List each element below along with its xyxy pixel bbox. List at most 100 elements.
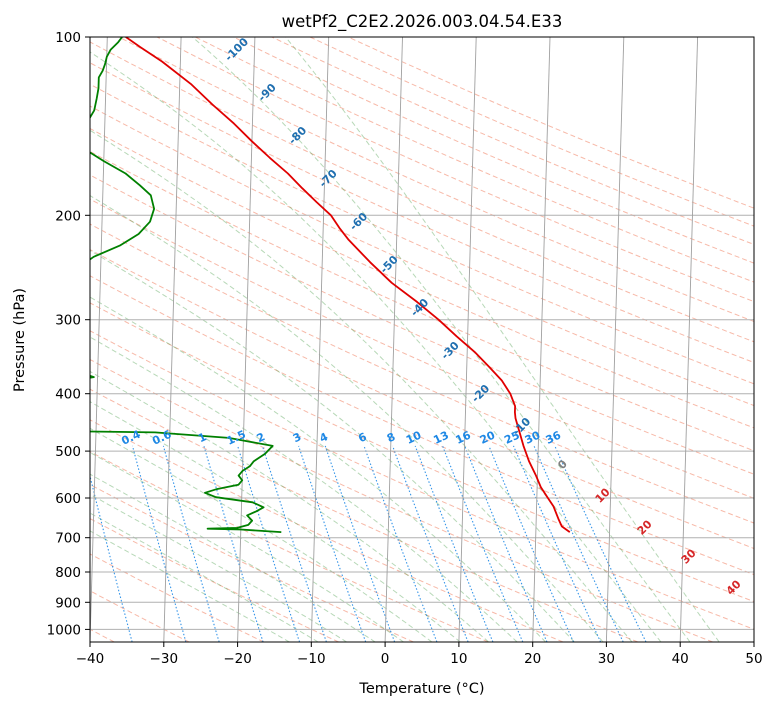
mixing-ratio-line	[261, 445, 327, 642]
moist-adiabat-line	[90, 51, 662, 642]
y-tick-label: 1000	[47, 622, 81, 638]
isotherm-line	[310, 37, 330, 642]
mixing-ratio-line	[392, 445, 469, 642]
mixing-ratio-line	[488, 445, 575, 642]
y-tick-label: 800	[55, 565, 81, 581]
chart-title: wetPf2_C2E2.2026.003.04.54.E33	[282, 12, 563, 32]
y-axis-label: Pressure (hPa)	[12, 288, 28, 392]
x-tick-label: 20	[524, 651, 541, 667]
dry-adiabat-line	[271, 37, 754, 245]
dry-adiabat-line	[90, 358, 713, 642]
mixing-ratio-line	[203, 445, 264, 642]
mixing-ratio-label: 4	[318, 430, 331, 445]
dry-adiabat-line	[156, 37, 754, 303]
isotherms	[90, 37, 754, 642]
mixing-ratio-label: 6	[356, 430, 369, 445]
dry-adiabat-line	[90, 83, 754, 385]
x-axis-ticks: −40 −30 −20 −10 0 10 20 30 40 50	[76, 642, 763, 667]
isotherm-line	[679, 37, 699, 642]
mixing-ratio-label: 8	[385, 430, 397, 445]
mixing-ratio-label: 0.1	[23, 428, 46, 448]
dry-adiabat-line	[90, 62, 754, 364]
isotherm-label: -80	[286, 124, 309, 147]
moist-adiabat-line	[90, 451, 404, 642]
dry-adiabat-line	[90, 590, 190, 642]
mixing-ratio-label: 36	[544, 428, 564, 446]
isotherm-label: -20	[469, 382, 492, 405]
y-tick-label: 700	[55, 531, 81, 547]
moist-adiabat-line	[90, 530, 290, 642]
y-axis-ticks: 100 200 300 400 500 600 700 800 900 1000	[47, 30, 90, 638]
x-tick-label: 40	[672, 651, 689, 667]
dry-adiabat-line	[90, 302, 754, 603]
isotherm-label: 0	[555, 457, 570, 472]
dry-adiabat-line	[90, 451, 489, 642]
mixing-ratio-line	[512, 445, 602, 642]
y-tick-label: 500	[55, 444, 81, 460]
isotherm-label: -90	[256, 81, 279, 104]
dry-adiabat-line	[118, 37, 754, 323]
x-tick-label: 30	[598, 651, 615, 667]
mixing-ratio-line	[414, 445, 494, 642]
temperature-profile-line	[125, 37, 571, 533]
mixing-ratio-labels: 0.1 0.2 0.4 0.6 1 1.5 2 3 4 6 8 10 13 16 20 25 30 36	[23, 428, 564, 448]
isotherm-label: 30	[679, 546, 699, 566]
isotherm-line	[384, 37, 403, 642]
isotherm-label: -60	[347, 210, 370, 233]
dry-adiabat-line	[90, 150, 754, 452]
y-tick-label: 200	[55, 208, 81, 224]
isotherm-label: -40	[408, 296, 431, 319]
moist-adiabat-line	[90, 427, 433, 642]
x-tick-label: −20	[223, 651, 252, 667]
mixing-ratio-line	[363, 445, 438, 642]
mixing-ratio-line	[554, 445, 647, 642]
isotherm-label: -30	[439, 339, 462, 362]
isotherm-line	[532, 37, 551, 642]
mixing-ratio-label: 30	[523, 428, 543, 446]
y-tick-label: 400	[55, 387, 81, 403]
moist-adiabat-line	[90, 512, 319, 642]
mixing-ratio-label: 25	[502, 429, 521, 447]
moist-adiabats	[90, 37, 720, 642]
isotherm-label: 40	[724, 577, 744, 597]
mixing-ratio-line	[162, 445, 220, 642]
moist-adiabat-line	[90, 296, 547, 642]
y-tick-label: 900	[55, 595, 81, 611]
isotherm-line	[458, 37, 477, 642]
pressure-gridlines	[90, 37, 754, 630]
dry-adiabat-line	[90, 330, 754, 630]
isotherm-line	[753, 626, 754, 642]
moist-adiabat-line	[90, 493, 347, 642]
isotherm-label: -70	[317, 167, 340, 190]
mixing-ratio-label: 10	[404, 428, 424, 446]
dry-adiabat-line	[90, 105, 754, 407]
x-axis-label: Temperature (°C)	[358, 681, 484, 697]
moist-adiabat-line	[285, 37, 720, 642]
dry-adiabat-line	[90, 483, 414, 642]
isotherm-line	[90, 37, 108, 642]
mixing-ratio-line	[533, 445, 624, 642]
moist-adiabat-line	[90, 195, 604, 642]
mixing-ratio-line	[464, 445, 548, 642]
x-tick-label: 50	[745, 651, 762, 667]
isotherm-label: -100	[222, 35, 251, 64]
mixing-ratio-label: 0.4	[119, 428, 142, 448]
y-tick-label: 300	[55, 313, 81, 329]
x-tick-label: 10	[450, 651, 467, 667]
dry-adiabat-line	[90, 419, 564, 642]
x-tick-label: −10	[297, 651, 326, 667]
x-tick-label: −30	[150, 651, 179, 667]
mixing-ratio-line	[298, 445, 367, 642]
plot-frame	[89, 36, 755, 643]
dry-adiabat-line	[90, 223, 754, 524]
moist-adiabat-line	[90, 129, 633, 642]
mixing-ratio-line	[131, 445, 187, 642]
dry-adiabat-line	[90, 249, 754, 550]
mixing-ratio-label: 16	[454, 428, 474, 446]
isotherm-line	[605, 37, 625, 642]
isotherm-line	[163, 37, 182, 642]
dry-adiabat-line	[90, 198, 754, 499]
y-tick-label: 100	[55, 30, 81, 46]
